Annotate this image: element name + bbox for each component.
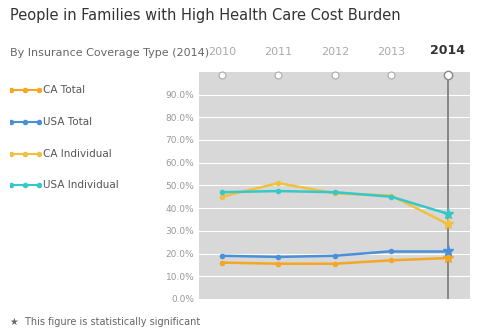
Text: 2012: 2012 <box>321 47 349 57</box>
Text: USA Individual: USA Individual <box>43 180 119 190</box>
Text: 2013: 2013 <box>377 47 406 57</box>
Text: By Insurance Coverage Type (2014): By Insurance Coverage Type (2014) <box>10 48 209 58</box>
Text: CA Individual: CA Individual <box>43 149 112 159</box>
Text: 2010: 2010 <box>208 47 236 57</box>
Text: CA Total: CA Total <box>43 85 85 95</box>
Text: USA Total: USA Total <box>43 117 92 127</box>
Text: 2011: 2011 <box>264 47 292 57</box>
Text: ★  This figure is statistically significant: ★ This figure is statistically significa… <box>10 317 200 327</box>
Text: People in Families with High Health Care Cost Burden: People in Families with High Health Care… <box>10 8 400 23</box>
Text: 2014: 2014 <box>430 44 465 57</box>
